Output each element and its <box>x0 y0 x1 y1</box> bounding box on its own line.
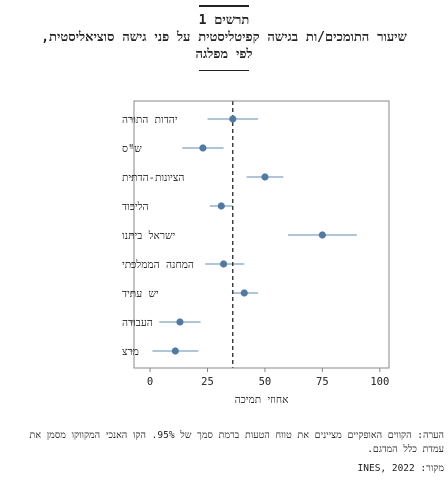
data-point <box>261 173 269 181</box>
x-tick-label: 100 <box>370 376 389 388</box>
point-layer <box>171 115 326 355</box>
figure-title-line-1: שיעור התומכים/ות בגישה קפיטליסטית על פני… <box>41 30 407 45</box>
support-chart: יהדות התורה ש"ס הציונות-הדתית הליכוד ישראל ב… <box>122 100 390 406</box>
y-tick-label: יש עתיד <box>122 288 159 300</box>
x-tick-label: 75 <box>316 376 329 388</box>
y-tick-label: מרצ <box>122 346 139 358</box>
figure-title: תרשים 1 שיעור התומכים/ות בגישה קפיטליסטי… <box>0 12 448 63</box>
title-rule <box>199 70 249 71</box>
y-tick-label: העבודה <box>122 317 153 329</box>
data-point <box>219 260 228 268</box>
data-point <box>171 347 179 355</box>
ci-layer <box>152 118 357 352</box>
y-tick-label: ש"ס <box>122 143 142 155</box>
figure-note: הערה: הקווים האופקיים מציינים את טווח הט… <box>29 430 444 455</box>
data-point <box>217 202 225 210</box>
data-point <box>199 144 207 152</box>
x-ticks: 0 25 50 75 100 <box>147 368 389 388</box>
y-tick-label: המחנה הממלכתי <box>122 259 194 271</box>
y-ticks: יהדות התורה ש"ס הציונות-הדתית הליכוד ישראל ב… <box>122 114 194 358</box>
y-tick-label: ישראל ביתנו <box>122 230 175 242</box>
figure-number: תרשים 1 <box>198 13 250 28</box>
y-tick-label: יהדות התורה <box>122 114 178 126</box>
y-tick-label: הליכוד <box>122 201 149 213</box>
x-axis-label: אחוזי תמיכה <box>235 394 289 406</box>
x-tick-label: 50 <box>259 376 272 388</box>
x-tick-label: 25 <box>201 376 214 388</box>
data-point <box>240 289 248 297</box>
figure-source: מקור: INES, 2022 <box>357 463 444 474</box>
data-point <box>176 318 184 326</box>
x-tick-label: 0 <box>147 376 153 388</box>
data-point <box>318 231 326 239</box>
figure-title-line-2: לפי מפלגה <box>195 47 253 62</box>
top-rule <box>199 5 249 7</box>
y-tick-label: הציונות-הדתית <box>122 172 184 184</box>
data-point <box>229 115 237 123</box>
